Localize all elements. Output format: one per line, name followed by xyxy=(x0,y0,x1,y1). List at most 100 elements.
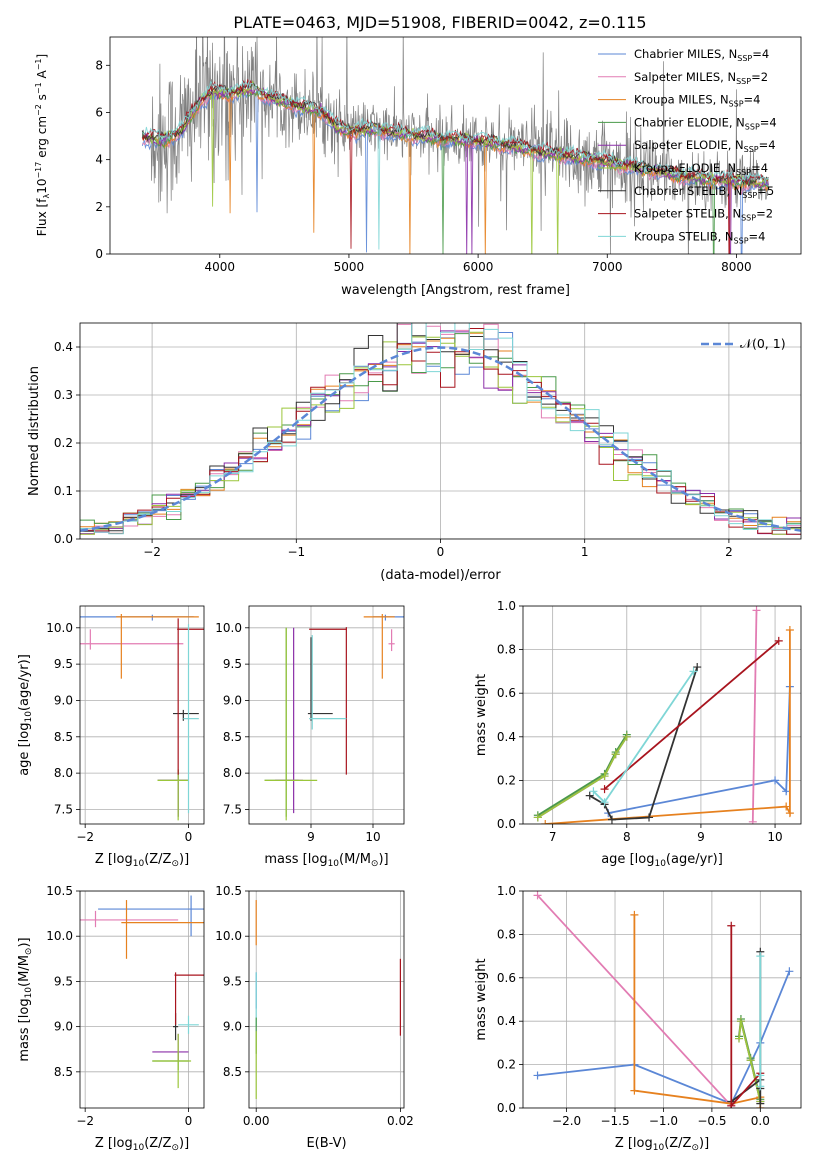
y-tick-label: 8.5 xyxy=(223,1065,242,1079)
weight-point-kroupa_elodie xyxy=(736,1017,745,1026)
x-tick-label: 10 xyxy=(767,830,782,844)
y-tick-label: 0.6 xyxy=(497,971,516,985)
weight-point-kroupa_elodie xyxy=(622,732,631,741)
legend-text: Chabrier STELIB, N xyxy=(634,184,742,198)
y-tick-label: 0.2 xyxy=(497,773,516,787)
legend-sub: SSP xyxy=(742,191,757,200)
x-tick-label: 8 xyxy=(623,830,631,844)
x-axis-label-part: 10 xyxy=(328,859,340,869)
weight-point-chabrier_miles xyxy=(785,967,794,976)
weight-point-kroupa_elodie xyxy=(735,1034,744,1043)
y-axis-label-part: −1 xyxy=(34,82,43,94)
y-tick-label: 7.5 xyxy=(223,802,242,816)
x-axis-label-part: Z [log xyxy=(615,1136,653,1151)
legend-entry: Kroupa ELODIE, NSSP=4 xyxy=(634,161,768,177)
x-axis-label-part: 10 xyxy=(653,1143,665,1153)
x-tick-label: 7000 xyxy=(592,260,623,274)
x-tick-label: 0.02 xyxy=(387,1114,414,1128)
y-tick-label: 0.2 xyxy=(54,436,73,450)
x-axis-label-part: 10 xyxy=(133,1143,145,1153)
y-tick-label: 10.0 xyxy=(215,929,242,943)
y-tick-label: 0.0 xyxy=(497,1101,516,1115)
legend-entry: 𝒩(0, 1) xyxy=(740,336,786,351)
y-tick-label: 8 xyxy=(95,58,103,72)
x-tick-label: 1 xyxy=(581,545,589,559)
plot-area-age_vs_mass xyxy=(249,606,404,824)
plot-area-mass_vs_ebv xyxy=(249,891,404,1108)
weight-point-salpeter_stelib xyxy=(727,921,736,930)
y-axis-label-part: 10 xyxy=(35,179,49,194)
y-axis-label-part: Flux [f xyxy=(35,198,49,236)
legend-n: =4 xyxy=(744,93,761,107)
legend-text: Salpeter STELIB, N xyxy=(634,207,741,221)
plot-area-spectrum xyxy=(141,37,769,254)
axes-frame-spectrum xyxy=(109,36,802,255)
legend-n: =2 xyxy=(756,207,773,221)
x-tick-label: −2.0 xyxy=(552,1114,581,1128)
weight-point-chabrier_stelib xyxy=(756,1099,765,1108)
figure-title: PLATE=0463, MJD=51908, FIBERID=0042, z=0… xyxy=(233,13,646,32)
y-tick-label: 9.0 xyxy=(54,1020,73,1034)
legend-text: Chabrier MILES, N xyxy=(634,47,737,61)
legend-entry: Salpeter STELIB, NSSP=2 xyxy=(634,207,773,223)
x-axis-label: Z [log10(Z/Z⊙)] xyxy=(95,852,189,869)
axes-frame-residuals xyxy=(79,322,802,540)
legend-n: =4 xyxy=(752,47,769,61)
y-tick-label: 8.0 xyxy=(223,766,242,780)
x-axis-label-part: )] xyxy=(179,852,189,867)
legend-sub: SSP xyxy=(729,100,744,109)
y-tick-label: 0.6 xyxy=(497,686,516,700)
x-tick-label: −1.5 xyxy=(600,1114,629,1128)
y-axis-label: age [log10(age/yr)] xyxy=(17,654,34,776)
weight-point-kroupa_stelib xyxy=(756,1082,765,1091)
weight-point-kroupa_miles xyxy=(630,910,639,919)
x-axis-label-part: (Z/Z xyxy=(144,852,171,867)
weight-line-salpeter_stelib xyxy=(603,640,780,790)
x-tick-label: 0 xyxy=(185,1114,193,1128)
legend-sub: SSP xyxy=(744,145,759,154)
axes-frame-age_vs_mass xyxy=(248,605,405,825)
y-tick-label: 9.5 xyxy=(54,657,73,671)
weight-point-kroupa_elodie xyxy=(611,750,620,759)
y-tick-label: 10.5 xyxy=(46,884,73,898)
x-tick-label: 7 xyxy=(549,830,557,844)
axes-frame-mass_vs_ebv xyxy=(248,890,405,1109)
y-tick-label: 0.3 xyxy=(54,388,73,402)
x-tick-label: 9 xyxy=(697,830,705,844)
y-tick-label: 0.4 xyxy=(54,340,73,354)
y-axis-label: mass [log10(M/M⊙)] xyxy=(17,937,34,1061)
y-axis-label: mass weight xyxy=(474,958,489,1040)
y-tick-label: 1.0 xyxy=(497,599,516,613)
model-line-chabrier_stelib xyxy=(141,82,769,187)
y-tick-label: 9.5 xyxy=(223,974,242,988)
weight-point-kroupa_elodie xyxy=(746,1056,755,1065)
x-tick-label: −1 xyxy=(287,545,305,559)
weight-point-kroupa_miles xyxy=(782,802,791,811)
legend-text: Kroupa STELIB, N xyxy=(634,229,734,243)
x-axis-label-part: )] xyxy=(699,1136,709,1151)
x-axis-label: Z [log10(Z/Z⊙)] xyxy=(615,1136,709,1153)
y-axis-label-part: s xyxy=(35,94,49,104)
y-tick-label: 9.0 xyxy=(223,1020,242,1034)
x-tick-label: 0.0 xyxy=(751,1114,770,1128)
y-tick-label: 8.5 xyxy=(223,730,242,744)
x-axis-label-part: (Z/Z xyxy=(664,1136,691,1151)
y-tick-label: 0.4 xyxy=(497,1014,516,1028)
weight-point-salpeter_stelib xyxy=(774,636,783,645)
weight-point-chabrier_stelib xyxy=(585,791,594,800)
axes-frame-mass_vs_z xyxy=(79,890,205,1109)
y-axis-label-part: A xyxy=(35,69,49,82)
x-tick-label: 5000 xyxy=(334,260,365,274)
x-axis-label: Z [log10(Z/Z⊙)] xyxy=(95,1136,189,1153)
x-tick-label: 9 xyxy=(307,830,315,844)
weight-point-kroupa_stelib xyxy=(689,667,698,676)
model-line-salpeter_stelib xyxy=(141,79,769,254)
x-tick-label: −1.0 xyxy=(649,1114,678,1128)
axes-frame-weight_vs_z xyxy=(522,890,802,1109)
axes-frame-weight_vs_age xyxy=(522,605,802,825)
y-axis-label-part: 10 xyxy=(24,987,34,999)
legend-sub: SSP xyxy=(736,168,751,177)
x-axis-label-part: mass [log xyxy=(264,852,327,867)
